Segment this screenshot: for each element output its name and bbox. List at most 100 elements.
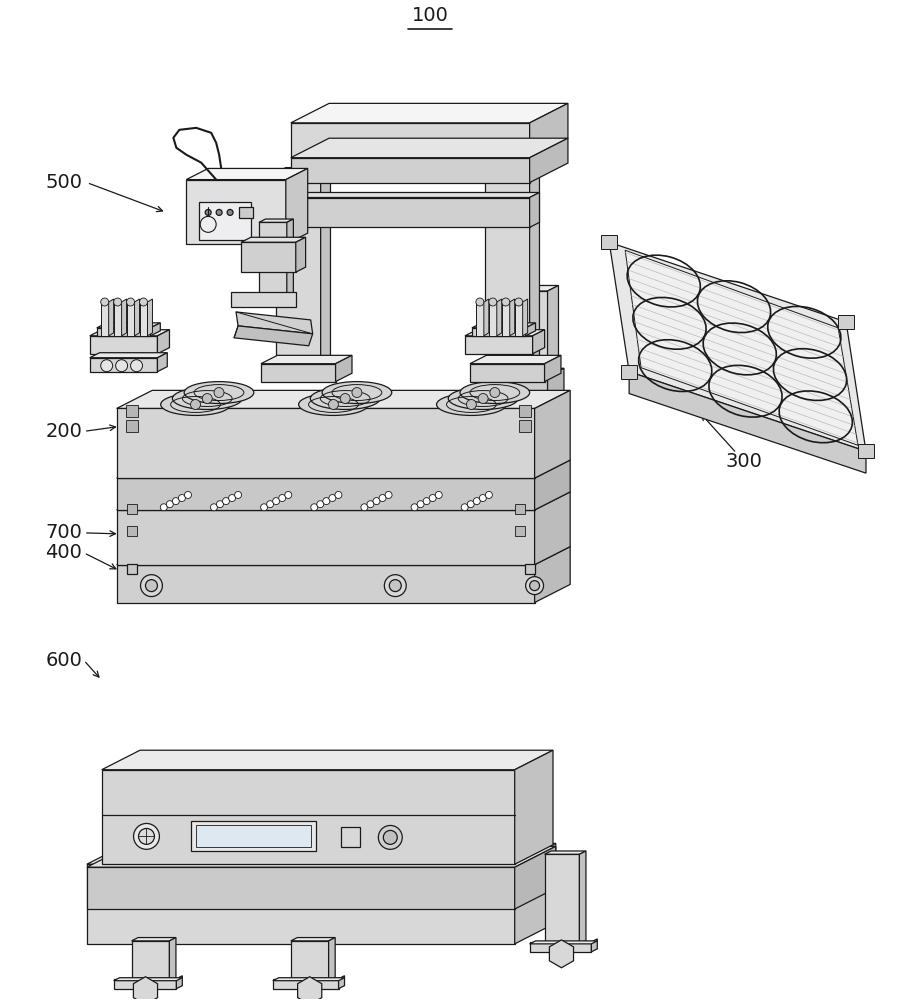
- Circle shape: [361, 504, 367, 511]
- Polygon shape: [148, 299, 152, 336]
- Circle shape: [526, 577, 544, 595]
- Polygon shape: [296, 237, 306, 272]
- Polygon shape: [191, 821, 316, 851]
- Polygon shape: [199, 202, 251, 240]
- Polygon shape: [90, 330, 169, 336]
- Circle shape: [429, 495, 436, 502]
- Polygon shape: [470, 364, 545, 382]
- Ellipse shape: [310, 388, 380, 409]
- Polygon shape: [472, 323, 536, 328]
- Circle shape: [489, 298, 497, 306]
- Circle shape: [100, 360, 112, 372]
- Circle shape: [139, 298, 148, 306]
- Text: 100: 100: [412, 6, 449, 25]
- Polygon shape: [131, 941, 169, 981]
- Polygon shape: [114, 978, 182, 981]
- Polygon shape: [291, 941, 329, 981]
- Text: 500: 500: [45, 173, 82, 192]
- Circle shape: [127, 298, 135, 306]
- Circle shape: [424, 498, 430, 505]
- Polygon shape: [90, 336, 157, 354]
- Ellipse shape: [161, 394, 231, 415]
- Circle shape: [476, 298, 484, 306]
- Circle shape: [160, 504, 167, 511]
- Ellipse shape: [322, 382, 392, 403]
- Polygon shape: [261, 355, 352, 364]
- Polygon shape: [591, 939, 597, 952]
- Ellipse shape: [460, 382, 529, 403]
- Circle shape: [227, 209, 233, 215]
- Polygon shape: [515, 526, 525, 536]
- Polygon shape: [549, 940, 574, 968]
- Circle shape: [373, 498, 380, 505]
- Polygon shape: [320, 168, 330, 372]
- Polygon shape: [519, 405, 530, 417]
- Circle shape: [529, 581, 539, 591]
- Polygon shape: [273, 979, 338, 989]
- Polygon shape: [87, 867, 515, 909]
- Polygon shape: [625, 250, 858, 445]
- Polygon shape: [533, 330, 545, 354]
- Polygon shape: [234, 326, 313, 346]
- Ellipse shape: [436, 394, 506, 415]
- Circle shape: [216, 501, 224, 508]
- Polygon shape: [157, 353, 167, 372]
- Circle shape: [267, 501, 273, 508]
- Circle shape: [466, 400, 476, 409]
- Polygon shape: [291, 123, 529, 158]
- Polygon shape: [523, 299, 528, 336]
- Polygon shape: [286, 168, 308, 244]
- Circle shape: [211, 504, 217, 511]
- Circle shape: [485, 491, 492, 498]
- Circle shape: [205, 209, 211, 215]
- Polygon shape: [276, 168, 330, 173]
- Circle shape: [352, 388, 362, 398]
- Polygon shape: [127, 526, 137, 536]
- Polygon shape: [101, 770, 515, 864]
- Text: 200: 200: [45, 422, 82, 441]
- Circle shape: [285, 491, 291, 498]
- Polygon shape: [176, 976, 182, 989]
- Polygon shape: [109, 299, 114, 336]
- Circle shape: [279, 495, 286, 502]
- Polygon shape: [196, 825, 310, 847]
- Polygon shape: [472, 328, 526, 336]
- Polygon shape: [276, 198, 529, 227]
- Polygon shape: [515, 843, 556, 944]
- Polygon shape: [90, 358, 157, 372]
- Polygon shape: [545, 851, 586, 854]
- Circle shape: [515, 298, 523, 306]
- Circle shape: [329, 400, 338, 409]
- Circle shape: [214, 388, 224, 398]
- Polygon shape: [515, 504, 525, 514]
- Polygon shape: [529, 103, 568, 158]
- Polygon shape: [548, 285, 558, 510]
- Polygon shape: [127, 504, 137, 514]
- Polygon shape: [97, 328, 150, 336]
- Polygon shape: [117, 408, 535, 478]
- Circle shape: [490, 388, 500, 398]
- Circle shape: [386, 491, 392, 498]
- Polygon shape: [87, 843, 556, 864]
- Text: 400: 400: [45, 543, 82, 562]
- Polygon shape: [117, 492, 570, 510]
- Polygon shape: [291, 103, 568, 123]
- Polygon shape: [470, 355, 561, 364]
- Polygon shape: [545, 355, 561, 382]
- Ellipse shape: [184, 382, 253, 403]
- Circle shape: [509, 373, 517, 381]
- Circle shape: [417, 501, 424, 508]
- Polygon shape: [545, 854, 579, 944]
- Circle shape: [310, 504, 318, 511]
- Polygon shape: [100, 302, 109, 336]
- Circle shape: [478, 394, 488, 403]
- Polygon shape: [135, 299, 139, 336]
- Circle shape: [229, 495, 235, 502]
- Polygon shape: [498, 285, 558, 291]
- Polygon shape: [241, 242, 296, 272]
- Polygon shape: [548, 368, 564, 402]
- Circle shape: [501, 298, 510, 306]
- Polygon shape: [498, 377, 548, 402]
- Polygon shape: [489, 302, 497, 336]
- Polygon shape: [126, 420, 138, 432]
